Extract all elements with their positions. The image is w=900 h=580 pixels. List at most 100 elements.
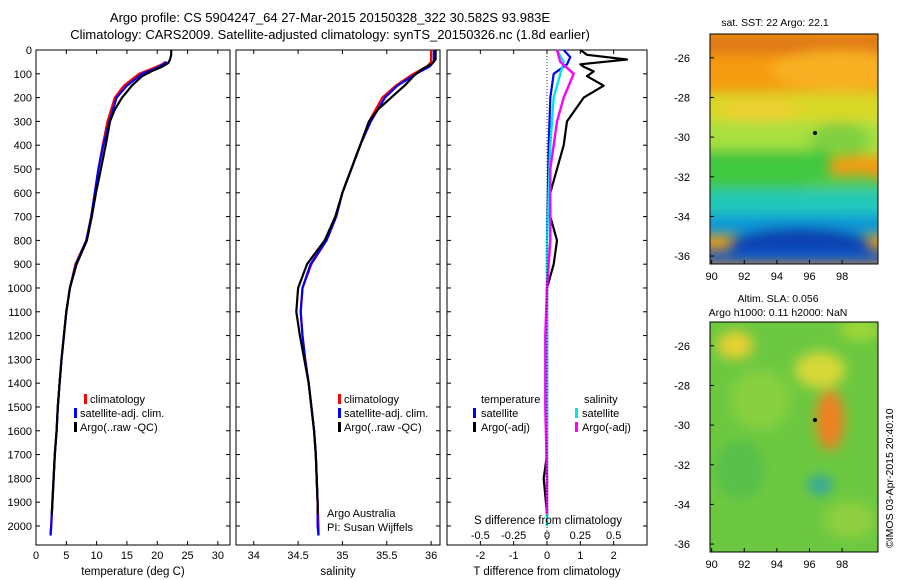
temperature-axis-label: temperature (deg C) [81,566,185,578]
map-x-tick-label: 92 [738,271,750,283]
depth-tick-label: 1100 [8,307,32,319]
map-x-tick-label: 96 [803,271,815,283]
series-line-magenta [544,49,575,515]
map-x-tick-label: 98 [836,271,848,283]
sla-map-frame [709,321,879,553]
t-difference-axis-label: T difference from climatology [473,566,620,578]
legend-swatch-s-satellite [575,408,578,418]
depth-tick-label: 1700 [8,450,32,462]
depth-tick-label: 900 [14,259,32,271]
depth-tick-label: 200 [14,93,32,105]
x-tick-label: 1 [577,550,583,562]
depth-tick-label: 500 [14,164,32,176]
map-x-tick-label: 90 [706,271,718,283]
map-y-tick-label: -26 [674,341,690,353]
series-line-cyan [545,49,565,526]
sla-map-title-line2: Argo h1000: 0.11 h2000: NaN [709,307,848,319]
legend-label-argo: Argo(..raw -QC) [80,422,158,434]
series-line-red [299,50,433,536]
x2-tick-label: -0.5 [471,530,490,542]
profile-lines [49,49,629,536]
x-tick-label: 5 [63,550,69,562]
map-x-tick-label: 92 [738,559,750,571]
s-difference-axis-label: S difference from climatology [474,515,622,527]
legend-label-climatology: climatology [344,394,400,406]
temperature-panel-frame [35,49,231,546]
map-y-tick-label: -32 [674,460,690,472]
x2-tick-label: 0.25 [570,530,591,542]
map-y-tick-label: -26 [674,53,690,65]
sla-map-title-line1: Altim. SLA: 0.056 [737,293,818,305]
map-y-tick-label: -32 [674,172,690,184]
axis-ticks: 0100200300400500600700800900100011001200… [8,45,647,562]
map-y-tick-label: -36 [674,251,690,263]
legend-label-s-argo: Argo(-adj) [582,422,631,434]
map-x-tick-label: 94 [771,559,783,571]
map-x-tick-label: 94 [771,271,783,283]
x-tick-label: 30 [212,550,224,562]
depth-tick-label: 1400 [8,378,32,390]
x-tick-label: 10 [91,550,103,562]
depth-tick-label: 1900 [8,497,32,509]
legend-swatch-satellite [338,408,341,418]
map-y-tick-label: -28 [674,92,690,104]
map-x-tick-label: 98 [836,559,848,571]
legend-heading-salinity: salinity [584,394,618,406]
map-y-tick-label: -36 [674,539,690,551]
legend-label-argo: Argo(..raw -QC) [344,422,422,434]
depth-tick-label: 400 [14,140,32,152]
x-tick-label: 25 [181,550,193,562]
depth-tick-label: 0 [26,45,32,57]
legend-swatch-t-satellite [473,408,476,418]
series-line-blue [299,50,435,536]
x2-tick-label: 0.5 [606,530,621,542]
map-y-tick-label: -34 [674,211,690,223]
x-tick-label: 15 [121,550,133,562]
sla-map-ticks: 90 92 94 96 98 -26 -28 -30 -32 -34 -36 [674,341,848,571]
credit-line2: PI: Susan Wijffels [327,522,413,534]
map-y-tick-label: -30 [674,132,690,144]
sst-map-ticks: 90 92 94 96 98 -26 -28 -30 -32 -34 -36 [674,53,848,283]
sla-heatmap [710,322,878,552]
depth-tick-label: 1000 [8,283,32,295]
salinity-legend: climatology satellite-adj. clim. Argo(..… [338,394,428,434]
legend-label-s-satellite: satellite [582,408,619,420]
map-x-tick-label: 90 [706,559,718,571]
map-y-tick-label: -34 [674,499,690,511]
imos-stamp: ©IMOS 03-Apr-2015 20:40:10 [884,408,896,548]
legend-swatch-t-argo [473,422,476,432]
depth-tick-label: 2000 [8,521,32,533]
depth-tick-label: 1800 [8,473,32,485]
depth-tick-label: 800 [14,235,32,247]
x-tick-label: -1 [509,550,519,562]
x2-tick-label: -0.25 [501,530,526,542]
x-tick-label: 0 [544,550,550,562]
depth-tick-label: 600 [14,188,32,200]
sst-heatmap [710,34,878,264]
legend-label-t-argo: Argo(-adj) [481,422,530,434]
title-line1: Argo profile: CS 5904247_64 27-Mar-2015 … [110,10,551,25]
series-line-black [542,49,629,515]
depth-tick-label: 1500 [8,402,32,414]
map-y-tick-label: -30 [674,420,690,432]
salinity-panel-frame [235,49,441,546]
legend-swatch-climatology [84,394,87,404]
legend-label-climatology: climatology [90,394,146,406]
series-line-black [295,50,437,515]
depth-tick-label: 1600 [8,426,32,438]
difference-legend: temperature salinity satellite Argo(-adj… [473,394,631,434]
legend-swatch-satellite [74,408,77,418]
depth-tick-label: 100 [14,69,32,81]
x-tick-label: 36 [425,550,437,562]
x-tick-label: 2 [611,550,617,562]
legend-swatch-argo [74,422,77,432]
depth-tick-label: 1300 [8,354,32,366]
sst-map-frame [709,33,879,265]
legend-swatch-s-argo [575,422,578,432]
salinity-axis-label: salinity [320,566,355,578]
title-line2: Climatology: CARS2009. Satellite-adjuste… [70,27,590,42]
map-x-tick-label: 96 [803,559,815,571]
sst-map-title: sat. SST: 22 Argo: 22.1 [721,17,829,29]
temperature-legend: climatology satellite-adj. clim. Argo(..… [74,394,164,434]
